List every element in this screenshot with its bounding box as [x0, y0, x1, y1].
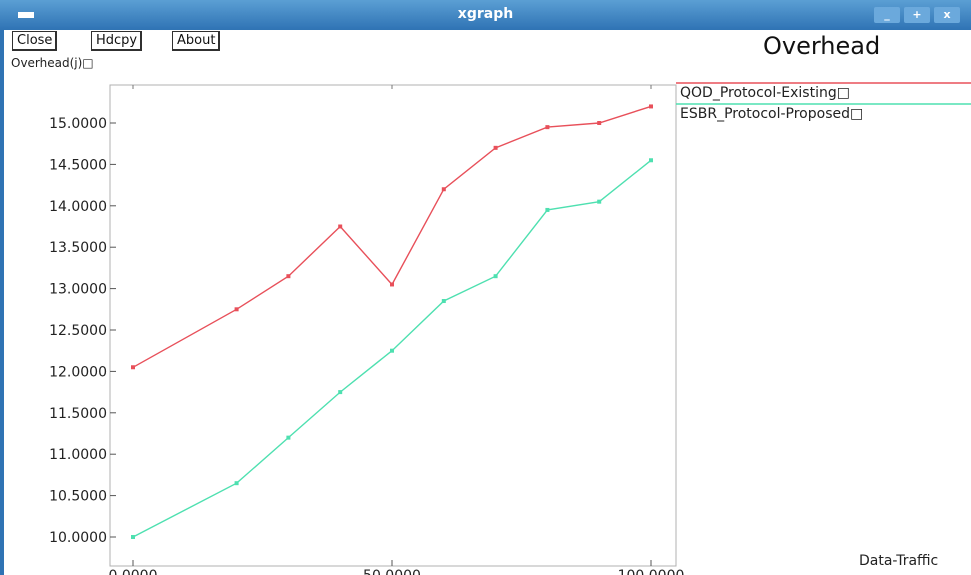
close-button[interactable]: Close	[12, 31, 58, 51]
window-menu-icon[interactable]	[8, 6, 42, 24]
x-tick-label: 100.0000	[618, 568, 685, 575]
y-axis-label: Overhead(j)□	[11, 56, 94, 70]
minimize-icon[interactable]: _	[874, 7, 900, 23]
close-window-icon[interactable]: x	[934, 7, 960, 23]
y-tick-label: 12.5000	[49, 323, 107, 339]
series-line-2	[132, 159, 652, 538]
data-point	[649, 158, 653, 163]
data-point	[286, 274, 291, 279]
x-tick-label: 0.0000	[109, 568, 158, 575]
data-point	[286, 435, 291, 440]
legend-entry-2: ESBR_Protocol-Proposed□	[680, 106, 863, 122]
data-point	[338, 224, 343, 229]
data-point	[493, 274, 498, 279]
y-tick-label: 13.0000	[49, 282, 107, 298]
data-point	[649, 104, 653, 109]
data-point	[234, 307, 239, 312]
maximize-icon[interactable]: +	[904, 7, 930, 23]
plot-frame	[109, 84, 677, 567]
data-point	[234, 481, 239, 486]
data-point	[493, 145, 498, 150]
data-point	[338, 390, 343, 395]
x-axis-label: Data-Traffic	[859, 553, 938, 569]
data-point	[390, 348, 394, 353]
data-point	[441, 299, 446, 304]
window-title: xgraph	[457, 6, 514, 22]
y-tick-label: 14.5000	[49, 157, 107, 173]
y-tick-label: 12.0000	[49, 364, 107, 380]
data-point	[131, 535, 135, 539]
data-point	[597, 121, 602, 125]
y-tick-label: 14.0000	[49, 199, 107, 215]
window-left-border	[0, 30, 4, 575]
data-point	[131, 365, 135, 370]
hdcpy-button[interactable]: Hdcpy	[91, 31, 143, 51]
data-point	[597, 199, 602, 204]
data-point	[545, 207, 550, 212]
y-tick-label: 11.5000	[49, 406, 107, 422]
y-tick-label: 13.5000	[49, 240, 107, 256]
x-tick-label: 50.0000	[363, 568, 421, 575]
y-tick-label: 10.0000	[49, 530, 107, 546]
data-point	[545, 125, 550, 130]
data-point	[390, 282, 394, 287]
series-line-1	[132, 105, 652, 368]
data-point	[441, 187, 446, 192]
chart-title: Overhead	[763, 32, 881, 60]
about-button[interactable]: About	[172, 31, 221, 51]
y-tick-label: 15.0000	[49, 116, 107, 132]
window-titlebar[interactable]: xgraph _ + x	[0, 0, 971, 30]
y-tick-label: 11.0000	[49, 447, 107, 463]
y-tick-label: 10.5000	[49, 489, 107, 505]
legend-entry-1: QOD_Protocol-Existing□	[680, 85, 850, 101]
